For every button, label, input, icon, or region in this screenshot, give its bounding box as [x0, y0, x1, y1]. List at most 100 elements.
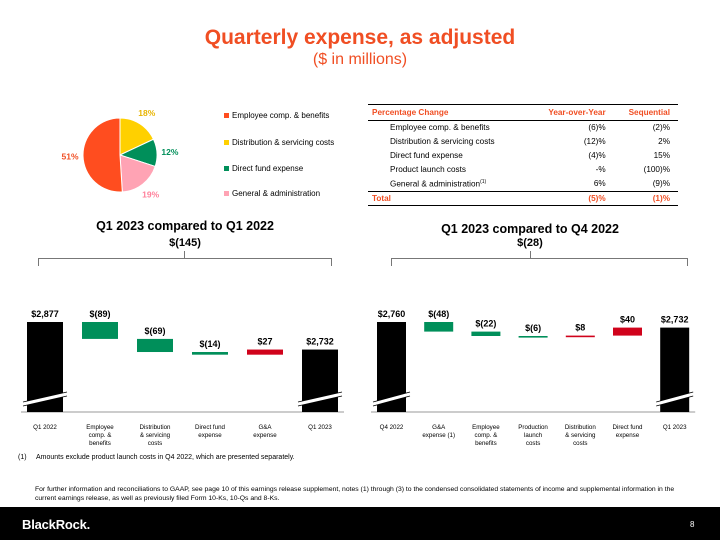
col-header-sequential: Sequential: [613, 104, 678, 121]
footer-bar: [0, 507, 720, 540]
waterfall-2-bracket-tick: [530, 251, 531, 259]
row-name: General & administration(1): [368, 176, 530, 191]
waterfall-bar: [424, 322, 454, 332]
pie-slice: [82, 117, 123, 193]
legend-label: Direct fund expense: [232, 164, 304, 173]
waterfall-category-label: Q1 2022: [33, 424, 57, 431]
legend-label: Distribution & servicing costs: [232, 138, 335, 147]
waterfall-bar: [192, 352, 228, 355]
row-name-text: General & administration: [390, 179, 481, 189]
page-number: 8: [690, 520, 695, 529]
waterfall-value-label: $40: [620, 315, 635, 325]
further-info-text: For further information and reconciliati…: [35, 486, 675, 502]
row-seq: 2%: [658, 137, 670, 147]
percentage-change-table: Percentage Change Year-over-Year Sequent…: [368, 104, 678, 207]
pie-slice-label: 51%: [62, 152, 79, 162]
legend-item-distribution: Distribution & servicing costs: [224, 138, 334, 147]
waterfall-category-label: Employee: [86, 424, 114, 431]
waterfall-value-label: $(14): [199, 339, 220, 349]
waterfall-1-bracket-tick: [184, 251, 185, 259]
waterfall-1-total-change: $(145): [169, 237, 201, 249]
waterfall-1-title: Q1 2023 compared to Q1 2022: [96, 219, 274, 233]
col-header-yoy: Year-over-Year: [530, 104, 614, 121]
waterfall-category-label: costs: [148, 440, 162, 447]
waterfall-category-label: Direct fund: [613, 424, 643, 431]
waterfall-value-label: $2,760: [378, 309, 406, 319]
pie-slice: [119, 154, 156, 193]
row-seq: (2)%: [652, 123, 670, 133]
waterfall-category-label: comp. &: [475, 432, 499, 439]
row-name: Product launch costs: [390, 164, 467, 174]
axis-break-mark: [656, 391, 694, 407]
axis-break-mark: [372, 391, 411, 407]
table-header-row: Percentage Change Year-over-Year Sequent…: [368, 104, 678, 121]
waterfall-2-title: Q1 2023 compared to Q4 2022: [441, 222, 619, 236]
row-name: Employee comp. & benefits: [390, 123, 490, 133]
legend-label: General & administration: [232, 189, 321, 198]
waterfall-2-total-change: $(28): [517, 237, 543, 249]
waterfall-value-label: $(69): [144, 326, 165, 336]
waterfall-category-label: expense: [253, 432, 277, 439]
waterfall-bar: [565, 335, 595, 338]
legend-item-employee: Employee comp. & benefits: [224, 111, 329, 120]
footnote-number: (1): [18, 454, 27, 461]
table-total-row: Total (5)% (1)%: [368, 190, 678, 207]
waterfall-category-label: expense: [616, 432, 640, 439]
waterfall-category-label: & servicing: [140, 432, 171, 439]
footnote: (1) Amounts exclude product launch costs …: [18, 454, 295, 461]
total-yoy: (5)%: [530, 190, 614, 207]
waterfall-category-label: G&A: [258, 424, 272, 431]
waterfall-category-label: launch: [524, 432, 543, 439]
waterfall-category-label: Employee: [472, 424, 500, 431]
waterfall-category-label: Q1 2023: [663, 424, 687, 431]
waterfall-category-label: Q4 2022: [380, 424, 404, 431]
waterfall-category-label: & servicing: [565, 432, 596, 439]
legend-swatch: [224, 140, 229, 145]
waterfall-value-label: $8: [575, 323, 585, 333]
waterfall-value-label: $(6): [525, 323, 541, 333]
waterfall-bar: [613, 327, 642, 336]
row-seq: (9)%: [652, 178, 670, 188]
footnote-text: Amounts exclude product launch costs in …: [36, 454, 295, 461]
pie-slice-label: 19%: [142, 190, 159, 200]
waterfall-value-label: $2,877: [31, 309, 59, 319]
waterfall-value-label: $(89): [89, 309, 110, 319]
row-yoy: 6%: [593, 178, 606, 188]
waterfall-category-label: benefits: [89, 440, 111, 447]
waterfall-category-label: expense (1): [422, 432, 455, 439]
waterfall-category-label: benefits: [475, 440, 497, 447]
pie-slice-label: 18%: [138, 108, 155, 118]
table-row: General & administration(1) 6% (9)%: [368, 176, 678, 191]
blackrock-logo: BlackRock.: [22, 517, 91, 532]
table-row: Employee comp. & benefits (6)% (2)%: [368, 121, 678, 135]
waterfall-1-bracket: [38, 258, 332, 266]
waterfall-value-label: $27: [257, 337, 272, 347]
row-name: Direct fund expense: [390, 150, 463, 160]
waterfall-bar: [518, 336, 548, 338]
waterfall-2-bracket: [391, 258, 688, 266]
waterfall-value-label: $2,732: [661, 315, 689, 325]
table-row: Product launch costs -% (100)%: [368, 162, 678, 176]
waterfall-category-label: Distribution: [565, 424, 597, 431]
legend-item-direct-fund: Direct fund expense: [224, 164, 303, 173]
pie-slice-label: 12%: [161, 147, 178, 157]
waterfall-bar: [471, 331, 501, 336]
waterfall-category-label: costs: [526, 440, 540, 447]
row-yoy: (4)%: [588, 150, 606, 160]
legend-swatch: [224, 191, 229, 196]
axis-break-mark: [22, 391, 68, 407]
waterfall-category-label: Direct fund: [195, 424, 225, 431]
page-title: Quarterly expense, as adjusted: [204, 26, 516, 49]
legend-item-ga: General & administration: [224, 189, 320, 198]
axis-break-mark: [297, 391, 343, 407]
waterfall-category-label: G&A: [432, 424, 446, 431]
waterfall-category-label: expense: [198, 432, 222, 439]
waterfall-value-label: $2,732: [306, 337, 334, 347]
page-subtitle: ($ in millions): [312, 51, 408, 68]
waterfall-bar: [247, 349, 283, 355]
waterfall-bar: [137, 338, 173, 353]
waterfall-category-label: Production: [518, 424, 548, 431]
legend-label: Employee comp. & benefits: [232, 111, 330, 120]
waterfall-bar: [82, 322, 118, 339]
